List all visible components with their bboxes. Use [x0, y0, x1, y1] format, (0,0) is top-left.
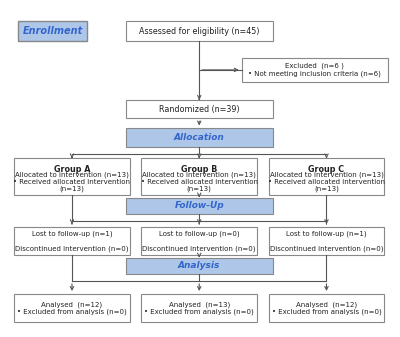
- Text: Group C: Group C: [308, 165, 344, 174]
- FancyBboxPatch shape: [126, 197, 272, 214]
- Text: Allocated to intervention (n=13)
• Received allocated intervention
(n=13): Allocated to intervention (n=13) • Recei…: [141, 171, 258, 192]
- FancyBboxPatch shape: [18, 22, 88, 41]
- Text: Excluded  (n=6 )
• Not meeting inclusion criteria (n=6): Excluded (n=6 ) • Not meeting inclusion …: [248, 63, 381, 77]
- FancyBboxPatch shape: [269, 294, 384, 322]
- Text: Randomized (n=39): Randomized (n=39): [159, 105, 240, 114]
- Text: Lost to follow-up (n=0)

Discontinued intervention (n=0): Lost to follow-up (n=0) Discontinued int…: [142, 231, 256, 252]
- FancyBboxPatch shape: [142, 158, 257, 195]
- FancyBboxPatch shape: [142, 227, 257, 255]
- Text: Group A: Group A: [54, 165, 90, 174]
- FancyBboxPatch shape: [126, 100, 272, 118]
- Text: Lost to follow-up (n=1)

Discontinued intervention (n=0): Lost to follow-up (n=1) Discontinued int…: [15, 231, 129, 252]
- Text: Lost to follow-up (n=1)

Discontinued intervention (n=0): Lost to follow-up (n=1) Discontinued int…: [270, 231, 383, 252]
- FancyBboxPatch shape: [14, 294, 130, 322]
- Text: Analysis: Analysis: [178, 261, 220, 270]
- Text: Enrollment: Enrollment: [22, 27, 83, 36]
- FancyBboxPatch shape: [269, 158, 384, 195]
- FancyBboxPatch shape: [142, 294, 257, 322]
- FancyBboxPatch shape: [269, 227, 384, 255]
- FancyBboxPatch shape: [126, 258, 272, 274]
- FancyBboxPatch shape: [14, 227, 130, 255]
- FancyBboxPatch shape: [126, 22, 272, 41]
- FancyBboxPatch shape: [14, 158, 130, 195]
- Text: Follow-Up: Follow-Up: [174, 201, 224, 210]
- Text: Assessed for eligibility (n=45): Assessed for eligibility (n=45): [139, 27, 260, 36]
- Text: Analysed  (n=13)
• Excluded from analysis (n=0): Analysed (n=13) • Excluded from analysis…: [144, 301, 254, 315]
- Text: Allocation: Allocation: [174, 133, 225, 142]
- Text: Analysed  (n=12)
• Excluded from analysis (n=0): Analysed (n=12) • Excluded from analysis…: [272, 301, 381, 315]
- FancyBboxPatch shape: [242, 58, 388, 82]
- Text: Allocated to intervention (n=13)
• Received allocated intervention
(n=13): Allocated to intervention (n=13) • Recei…: [268, 171, 385, 192]
- Text: Analysed  (n=12)
• Excluded from analysis (n=0): Analysed (n=12) • Excluded from analysis…: [17, 301, 127, 315]
- FancyBboxPatch shape: [126, 128, 272, 147]
- Text: Group B: Group B: [181, 165, 218, 174]
- Text: Allocated to intervention (n=13)
• Received allocated intervention
(n=13): Allocated to intervention (n=13) • Recei…: [14, 171, 130, 192]
